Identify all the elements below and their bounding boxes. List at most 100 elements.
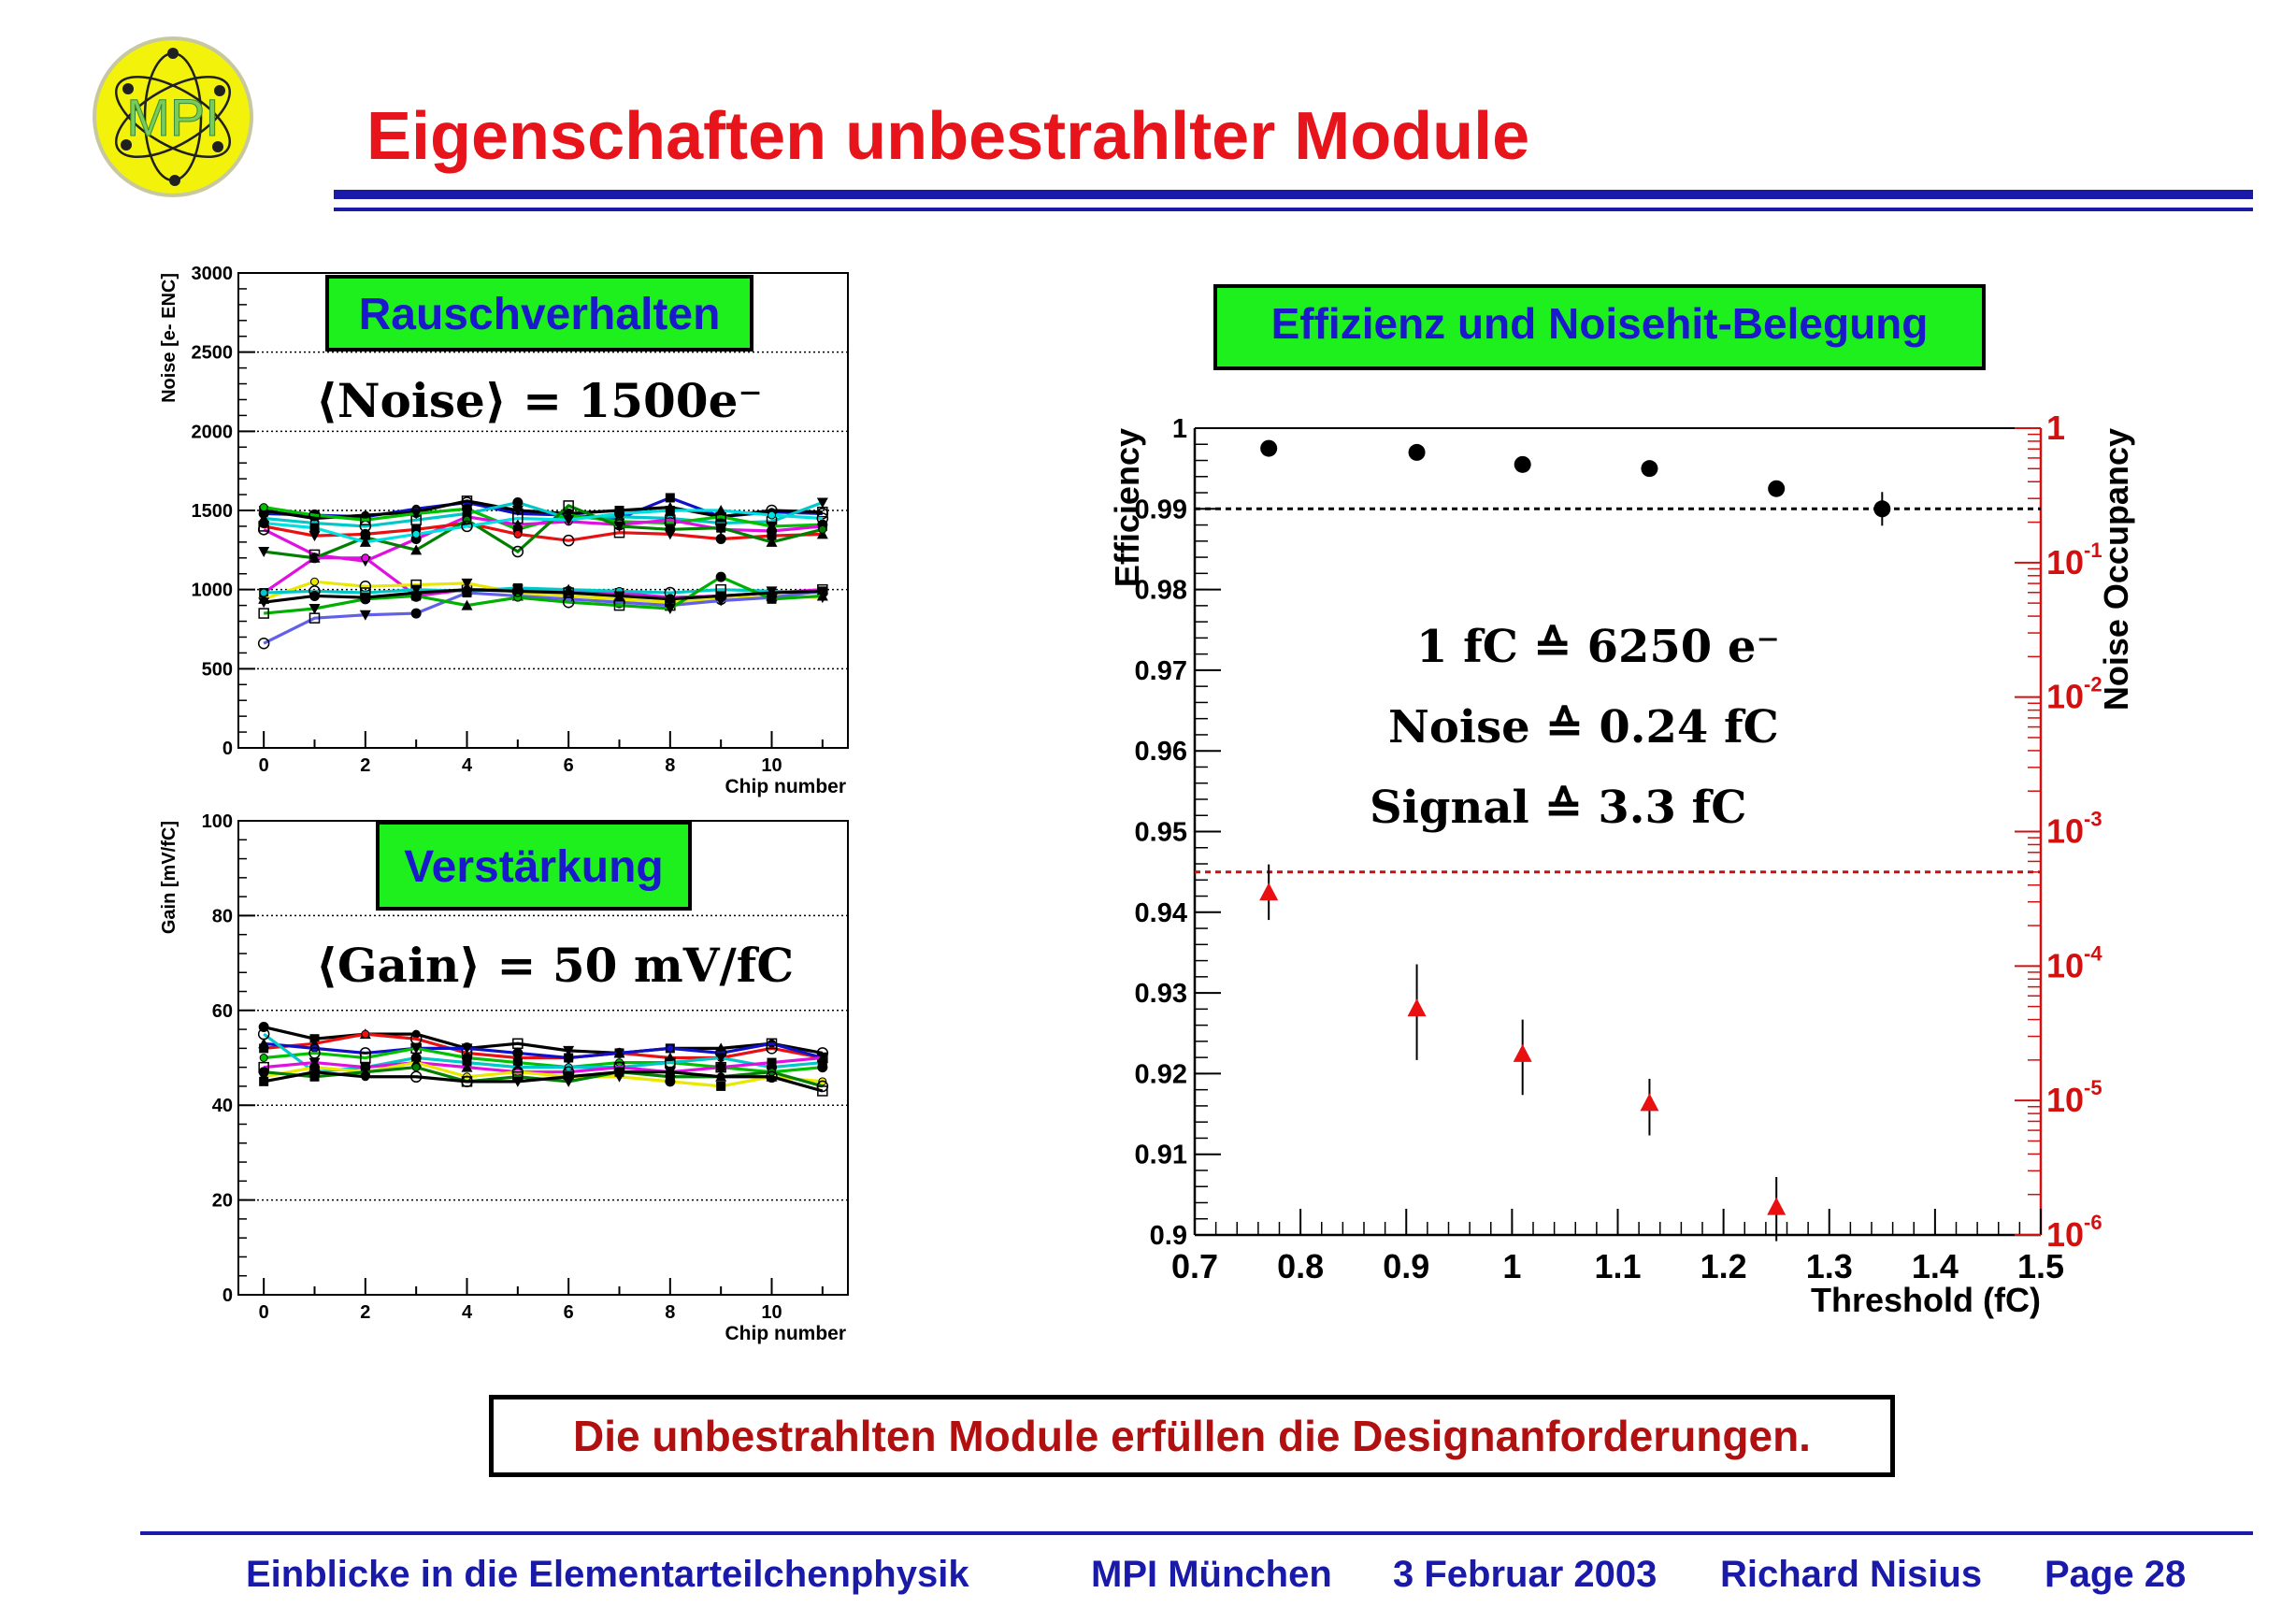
chart2-y-tick-label: 0.98 bbox=[1135, 576, 1187, 606]
chart0-data-point bbox=[461, 599, 473, 610]
chart2-y-tick-label: 0.97 bbox=[1135, 656, 1187, 686]
chart1-data-point bbox=[511, 1076, 524, 1087]
chart1-label-text: Verstärkung bbox=[404, 842, 663, 892]
chart1-y-tick-label: 0 bbox=[222, 1285, 233, 1306]
chart1-y-tick-label: 80 bbox=[212, 906, 233, 926]
chart0-data-point bbox=[512, 497, 524, 509]
chart2-y2-tick-base: 10 bbox=[2046, 678, 2084, 716]
chart0-data-point bbox=[563, 587, 574, 598]
chart2-y2-tick-base: 10 bbox=[2046, 543, 2084, 581]
chart1-data-point bbox=[259, 1054, 268, 1062]
title-rule-thin bbox=[334, 208, 2253, 211]
chart1-data-point bbox=[664, 1066, 676, 1077]
chart1-y-tick-label: 40 bbox=[212, 1096, 233, 1116]
chart1-data-point bbox=[564, 1053, 574, 1063]
chart0-x-tick-label: 6 bbox=[564, 755, 574, 776]
chart1-series-line bbox=[263, 1070, 824, 1093]
chart1-y-tick-label: 100 bbox=[202, 811, 233, 832]
chart2-y-tick-label: 0.92 bbox=[1135, 1059, 1187, 1089]
chart0-label-text: Rauschverhalten bbox=[359, 290, 721, 339]
chart1-x-tick-label: 10 bbox=[761, 1302, 782, 1323]
chart2-y2-tick-exp: -1 bbox=[2084, 538, 2102, 562]
chart1-data-point bbox=[613, 1047, 625, 1058]
chart0-data-point bbox=[768, 510, 776, 520]
chart2-x-tick-label: 0.7 bbox=[1171, 1247, 1218, 1285]
chart0-data-point bbox=[818, 524, 827, 534]
chart0-series-line bbox=[263, 580, 823, 604]
chart0-data-point bbox=[258, 518, 269, 529]
chart0-data-point bbox=[512, 582, 523, 593]
chart0-data-point bbox=[816, 590, 828, 601]
chart0-data-point bbox=[309, 552, 321, 563]
chart1-data-point bbox=[258, 1038, 270, 1049]
chart0-data-point bbox=[665, 594, 676, 605]
chart0-data-point bbox=[258, 608, 269, 619]
chart1-data-point bbox=[766, 1070, 778, 1084]
chart1-data-point bbox=[361, 1029, 370, 1039]
footer-course: Einblicke in die Elementarteilchenphysik bbox=[246, 1554, 969, 1595]
chart0-data-point bbox=[410, 608, 422, 619]
chart2-efficiency-point bbox=[1260, 439, 1278, 457]
chart2-x-tick-label: 1.2 bbox=[1700, 1247, 1747, 1285]
chart0-data-point bbox=[613, 521, 625, 532]
chart0-data-point bbox=[816, 512, 829, 524]
chart2-efficiency-point bbox=[1514, 455, 1531, 473]
chart0-data-point bbox=[766, 536, 778, 547]
chart2-y2-tick-label: 10-5 bbox=[2046, 1076, 2102, 1119]
chart1-x-tick-label: 4 bbox=[462, 1302, 473, 1323]
chart1-series-line bbox=[264, 1055, 823, 1074]
chart0-data-point bbox=[257, 637, 270, 650]
chart0-series-line bbox=[263, 589, 824, 645]
chart0-y-tick-label: 2000 bbox=[192, 422, 234, 442]
chart2-x-tick-label: 1.5 bbox=[2017, 1247, 2064, 1285]
chart1-data-point bbox=[817, 1085, 828, 1097]
chart1-data-point bbox=[257, 1027, 270, 1041]
chart2-efficiency-point bbox=[1768, 480, 1786, 497]
footer-author: Richard Nisius bbox=[1720, 1554, 1983, 1595]
chart1-data-point bbox=[563, 1071, 574, 1083]
chart2-efficiency-point bbox=[1408, 443, 1426, 461]
chart0-data-point bbox=[461, 520, 473, 533]
chart2-occupancy-point bbox=[1407, 998, 1427, 1017]
chart0-data-point bbox=[360, 514, 371, 525]
chart2-y-tick-label: 0.93 bbox=[1135, 979, 1187, 1009]
chart0-label-box bbox=[325, 275, 753, 352]
chart2-x-tick-label: 1.3 bbox=[1806, 1247, 1853, 1285]
chart0-data-point bbox=[613, 591, 625, 602]
chart1-y-axis-label: Gain [mV/fC] bbox=[159, 821, 179, 934]
chart2-y-tick-label: 0.99 bbox=[1135, 495, 1187, 524]
chart2-y2-tick-exp: -2 bbox=[2084, 673, 2102, 696]
chart1-data-point bbox=[716, 1072, 725, 1082]
chart0-data-point bbox=[767, 594, 777, 604]
footer-page: Page 28 bbox=[2045, 1554, 2187, 1595]
chart1-x-tick-label: 2 bbox=[360, 1302, 370, 1323]
chart0-series-line bbox=[264, 575, 823, 615]
chart2-y2-axis-label: Noise Occupancy bbox=[2097, 428, 2135, 711]
chart2-x-tick-label: 1.1 bbox=[1594, 1247, 1641, 1285]
chart2-y2-tick-label: 10-1 bbox=[2046, 538, 2102, 581]
chart0-data-point bbox=[512, 524, 523, 535]
chart2-label-box bbox=[1213, 284, 1986, 370]
chart0-data-point bbox=[462, 503, 472, 514]
chart0-y-tick-label: 1000 bbox=[192, 581, 234, 601]
chart0-data-point bbox=[511, 519, 524, 530]
chart0-data-point bbox=[259, 588, 268, 597]
chart0-y-tick-label: 2500 bbox=[192, 343, 234, 364]
chart1-data-point bbox=[309, 1071, 320, 1082]
chart1-y-tick-label: 20 bbox=[212, 1191, 233, 1212]
chart2-y-tick-label: 0.9 bbox=[1150, 1221, 1187, 1251]
chart2-occupancy-point bbox=[1513, 1043, 1532, 1062]
chart1-data-point bbox=[666, 1043, 675, 1053]
chart0-data-point bbox=[563, 515, 575, 526]
chart2-x-tick-label: 0.8 bbox=[1277, 1247, 1324, 1285]
chart1-data-point bbox=[461, 1076, 473, 1087]
chart0-series-line bbox=[263, 499, 823, 521]
chart2-y-tick-label: 0.91 bbox=[1135, 1141, 1187, 1170]
chart2-x-tick-label: 1.4 bbox=[1912, 1247, 1959, 1285]
chart0-y-tick-label: 500 bbox=[202, 659, 233, 680]
chart2-x-tick-label: 0.9 bbox=[1383, 1247, 1429, 1285]
chart1-label-box bbox=[376, 821, 692, 911]
chart0-data-point bbox=[664, 603, 676, 614]
chart1-y-tick-label: 60 bbox=[212, 1001, 233, 1022]
chart1-data-point bbox=[665, 1071, 675, 1082]
